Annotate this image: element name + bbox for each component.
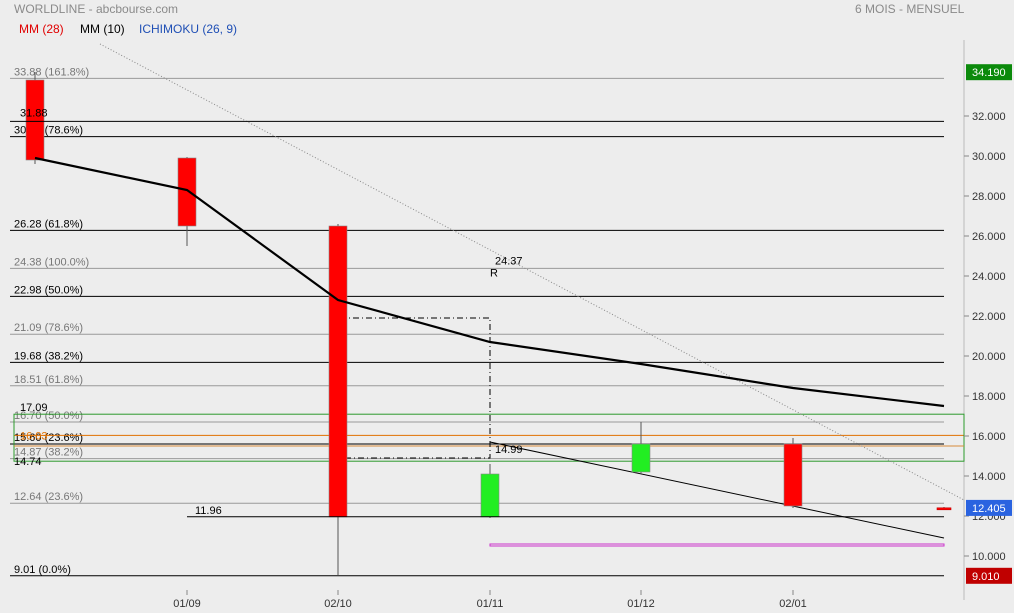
y-tick-label: 14.000 bbox=[972, 471, 1006, 483]
fib-label: 22.98 (50.0%) bbox=[14, 284, 83, 296]
x-tick-label: 01/11 bbox=[477, 598, 504, 610]
fib-label: 9.01 (0.0%) bbox=[14, 564, 71, 576]
ma10-line bbox=[34, 156, 945, 408]
fib-label: 30.97 (78.6%) bbox=[14, 125, 83, 137]
magenta-line bbox=[489, 543, 945, 547]
candle-body bbox=[783, 443, 803, 507]
trend-line-dotted bbox=[99, 43, 965, 501]
x-tick-label: 02/10 bbox=[324, 598, 352, 610]
legend-ma10: MM (10) bbox=[80, 22, 125, 36]
y-tick-label: 22.000 bbox=[972, 311, 1006, 323]
y-tick-label: 16.000 bbox=[972, 431, 1006, 443]
annotation-label: 24.37 bbox=[495, 256, 523, 268]
fib-label: 33.88 (161.8%) bbox=[14, 66, 89, 78]
candle-body bbox=[328, 225, 348, 518]
y-tick-label: 20.000 bbox=[972, 351, 1006, 363]
fib-label: 24.38 (100.0%) bbox=[14, 256, 89, 268]
y-tick-label: 32.000 bbox=[972, 111, 1006, 123]
candle-body bbox=[25, 79, 45, 161]
candle-body bbox=[480, 473, 500, 518]
price-tag-label: 12.405 bbox=[972, 503, 1006, 515]
annotation-label: 11.96 bbox=[195, 505, 222, 517]
fib-label: 18.51 (61.8%) bbox=[14, 374, 83, 386]
x-tick-label: 01/09 bbox=[173, 598, 201, 610]
projection-box bbox=[339, 317, 491, 459]
annotation-label: 31.88 bbox=[20, 107, 48, 119]
legend-ma28: MM (28) bbox=[19, 22, 64, 36]
fib-label: 16.70 (50.0%) bbox=[14, 410, 83, 422]
price-tag-label: 34.190 bbox=[972, 67, 1006, 79]
candle-body bbox=[631, 443, 651, 473]
price-tag bbox=[966, 64, 1012, 81]
fib-label: 19.68 (38.2%) bbox=[14, 350, 83, 362]
y-tick-label: 28.000 bbox=[972, 191, 1006, 203]
y-tick-label: 24.000 bbox=[972, 271, 1006, 283]
fib-label: 21.09 (78.6%) bbox=[14, 322, 83, 334]
price-tag-label: 9.010 bbox=[972, 571, 1000, 583]
candle-body bbox=[936, 507, 952, 511]
x-tick-label: 01/12 bbox=[627, 598, 655, 610]
annotation-label: 14.74 bbox=[14, 456, 42, 468]
y-tick-label: 10.000 bbox=[972, 551, 1006, 563]
fib-label: 14.87 (38.2%) bbox=[14, 447, 83, 459]
x-tick-label: 02/01 bbox=[779, 598, 807, 610]
candle-body bbox=[177, 157, 197, 227]
price-tag bbox=[966, 567, 1012, 584]
annotation-label: 16.03 bbox=[20, 430, 48, 442]
y-tick-label: 18.000 bbox=[972, 391, 1006, 403]
fib-label: 12.64 (23.6%) bbox=[14, 491, 83, 503]
annotation-label: 14.99 bbox=[495, 444, 523, 456]
legend-ichimoku: ICHIMOKU (26, 9) bbox=[139, 22, 238, 36]
trend-line bbox=[489, 441, 945, 539]
chart-period: 6 MOIS - MENSUEL bbox=[855, 2, 965, 16]
y-tick-label: 26.000 bbox=[972, 231, 1006, 243]
y-tick-label: 30.000 bbox=[972, 151, 1006, 163]
annotation-label: R bbox=[490, 268, 498, 280]
fib-label: 26.28 (61.8%) bbox=[14, 218, 83, 230]
price-tag bbox=[966, 499, 1012, 516]
chart-title: WORLDLINE - abcbourse.com bbox=[14, 2, 179, 16]
annotation-label: 17.09 bbox=[20, 402, 48, 414]
green-zone-box bbox=[13, 413, 965, 462]
